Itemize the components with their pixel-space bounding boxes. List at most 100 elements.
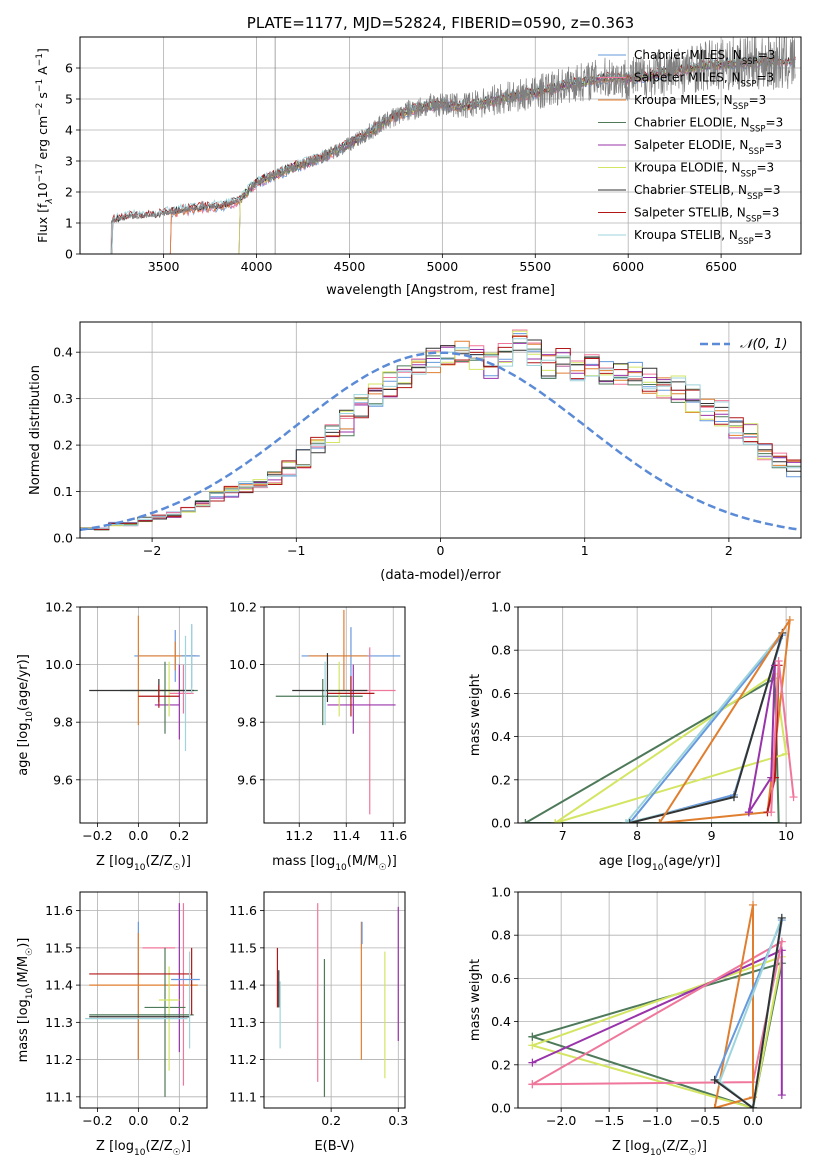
axes-frame bbox=[79, 36, 802, 255]
spectrum-model-line bbox=[110, 56, 796, 254]
y-tick-label: 0.2 bbox=[491, 1057, 511, 1072]
y-tick-label: 0.4 bbox=[491, 1014, 511, 1029]
normal-curve bbox=[80, 351, 799, 532]
errorbar-plot-area bbox=[276, 903, 399, 1097]
panel-massweight-vs-Z: −2.0 −1.5 −1.0 −0.5 0.0 0.0 0.2 0.4 0.6 0.8 1.0 Z [… bbox=[468, 885, 802, 1158]
x-tick-label: 0.3 bbox=[388, 1113, 408, 1128]
x-axis-label: age [log10(age/yr)] bbox=[599, 854, 721, 873]
y-tick-label: 11.5 bbox=[45, 940, 73, 955]
legend-label: 𝒩(0, 1) bbox=[740, 337, 787, 352]
x-tick-label: 0.0 bbox=[128, 828, 148, 843]
spectrum-model-line bbox=[169, 59, 796, 254]
massweight-marker bbox=[528, 1058, 537, 1067]
panel-age-vs-mass: 11.2 11.4 11.6 9.6 9.8 10.0 10.2 mass [log10(M/… bbox=[229, 600, 407, 874]
massweight-plot-area bbox=[521, 615, 798, 823]
spectrum-model-line bbox=[169, 59, 796, 254]
massweight-marker bbox=[777, 913, 786, 922]
massweight-marker bbox=[774, 819, 783, 823]
axes-frame bbox=[79, 891, 208, 1109]
x-axis-label: Z [log10(Z/Z☉)] bbox=[612, 1139, 707, 1158]
y-tick-label: 0.4 bbox=[53, 345, 73, 360]
y-tick-label: 10.0 bbox=[45, 657, 73, 672]
residual-histogram bbox=[80, 338, 801, 529]
massweight-marker bbox=[749, 1093, 758, 1102]
x-axis-label: E(B-V) bbox=[314, 1139, 354, 1154]
errorbar-point bbox=[327, 664, 396, 734]
y-tick-label: 10.2 bbox=[45, 600, 73, 615]
x-tick-label: 11.4 bbox=[332, 828, 360, 843]
y-tick-label: 0.6 bbox=[491, 971, 511, 986]
massweight-marker bbox=[655, 819, 664, 823]
axes-frame bbox=[517, 606, 802, 824]
y-tick-label: 5 bbox=[65, 92, 73, 107]
errorbar-point bbox=[275, 679, 363, 726]
massweight-line bbox=[625, 632, 784, 823]
massweight-marker bbox=[621, 819, 630, 823]
x-tick-label: 9 bbox=[708, 828, 716, 843]
y-tick-label: 0.3 bbox=[53, 391, 73, 406]
errorbar-point bbox=[169, 664, 194, 714]
y-tick-label: 1.0 bbox=[491, 600, 511, 615]
errorbar-point bbox=[89, 679, 194, 703]
x-tick-label: −2 bbox=[143, 543, 161, 558]
errorbar-point bbox=[308, 609, 368, 691]
massweight-marker bbox=[710, 1104, 719, 1108]
y-tick-label: 6 bbox=[65, 61, 73, 76]
axes-frame bbox=[517, 891, 802, 1109]
x-tick-label: 0 bbox=[437, 543, 445, 558]
x-tick-label: −1 bbox=[287, 543, 305, 558]
y-tick-label: 2 bbox=[65, 185, 73, 200]
y-tick-label: 9.6 bbox=[237, 772, 257, 787]
y-tick-label: 1 bbox=[65, 216, 73, 231]
y-axis-label: Normed distribution bbox=[28, 365, 43, 495]
y-tick-label: 9.6 bbox=[53, 772, 73, 787]
massweight-marker bbox=[528, 1080, 537, 1089]
y-axis-label: mass [log10(M/M☉)] bbox=[16, 938, 35, 1063]
y-tick-label: 11.4 bbox=[45, 978, 73, 993]
y-tick-label: 11.6 bbox=[45, 903, 73, 918]
y-tick-label: 10.0 bbox=[229, 657, 257, 672]
x-tick-label: −0.2 bbox=[82, 1113, 112, 1128]
y-tick-label: 11.5 bbox=[229, 940, 257, 955]
x-tick-label: −0.5 bbox=[690, 1113, 720, 1128]
legend-label: Kroupa STELIB, NSSP=3 bbox=[634, 228, 772, 247]
axes-frame bbox=[79, 606, 208, 824]
x-tick-label: 6500 bbox=[705, 259, 737, 274]
x-tick-label: 8 bbox=[633, 828, 641, 843]
x-tick-label: 3500 bbox=[148, 259, 180, 274]
legend-label: Kroupa MILES, NSSP=3 bbox=[634, 93, 766, 112]
errorbar-point bbox=[181, 624, 200, 688]
errorbar-point bbox=[292, 653, 368, 703]
y-tick-label: 0 bbox=[65, 247, 73, 262]
x-tick-label: −2.0 bbox=[546, 1113, 576, 1128]
massweight-marker bbox=[749, 900, 758, 909]
x-axis-label: Z [log10(Z/Z☉)] bbox=[96, 854, 191, 873]
panel-age-vs-Z: −0.2 0.0 0.2 9.6 9.8 10.0 10.2 Z [log10(Z/Z☉)] a… bbox=[16, 600, 208, 873]
massweight-marker bbox=[551, 819, 560, 823]
residual-histogram bbox=[80, 330, 801, 531]
x-tick-label: 0.2 bbox=[321, 1113, 341, 1128]
massweight-marker bbox=[521, 819, 530, 823]
errorbar-point bbox=[144, 947, 186, 1097]
y-axis-label: mass weight bbox=[468, 674, 483, 756]
massweight-marker bbox=[744, 808, 753, 817]
x-tick-label: 5000 bbox=[426, 259, 458, 274]
y-tick-label: 11.1 bbox=[229, 1089, 257, 1104]
massweight-line bbox=[714, 917, 783, 1108]
y-axis-label: mass weight bbox=[468, 959, 483, 1041]
y-tick-label: 9.8 bbox=[237, 715, 257, 730]
legend-label: Chabrier STELIB, NSSP=3 bbox=[634, 183, 781, 202]
axes-frame bbox=[79, 321, 802, 539]
y-axis-label: age [log10(age/yr)] bbox=[16, 654, 35, 776]
x-axis-label: wavelength [Angstrom, rest frame] bbox=[326, 283, 555, 298]
x-tick-label: 11.6 bbox=[379, 828, 407, 843]
y-tick-label: 0.4 bbox=[491, 729, 511, 744]
residual-histogram bbox=[80, 329, 801, 530]
massweight-marker bbox=[729, 793, 738, 802]
legend: Chabrier MILES, NSSP=3 Salpeter MILES, NS… bbox=[598, 48, 783, 247]
panel-residuals: −2 −1 0 1 2 0.0 0.1 0.2 0.3 0.4 (data-model)/error… bbox=[28, 321, 802, 583]
massweight-marker bbox=[777, 1091, 786, 1100]
x-tick-label: 0.0 bbox=[743, 1113, 763, 1128]
residual-plot-area bbox=[80, 329, 801, 532]
